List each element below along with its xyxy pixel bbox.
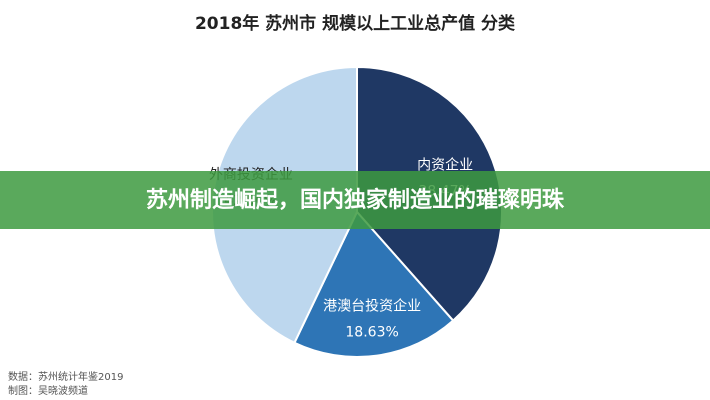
slice-label: 港澳台投资企业 bbox=[323, 298, 421, 315]
banner bbox=[0, 171, 710, 229]
headline: 苏州制造崛起，国内独家制造业的璀璨明珠 bbox=[146, 187, 565, 213]
source-note: 数据：苏州统计年鉴2019 bbox=[8, 370, 123, 383]
slice-value-label: 18.63% bbox=[345, 325, 398, 341]
slice-label: 内资企业 bbox=[417, 157, 473, 174]
pie-slice bbox=[293, 210, 455, 358]
credit-note: 制图：吴晓波频道 bbox=[8, 384, 88, 397]
chart-title: 2018年 苏州市 规模以上工业总产值 分类 bbox=[195, 13, 516, 34]
